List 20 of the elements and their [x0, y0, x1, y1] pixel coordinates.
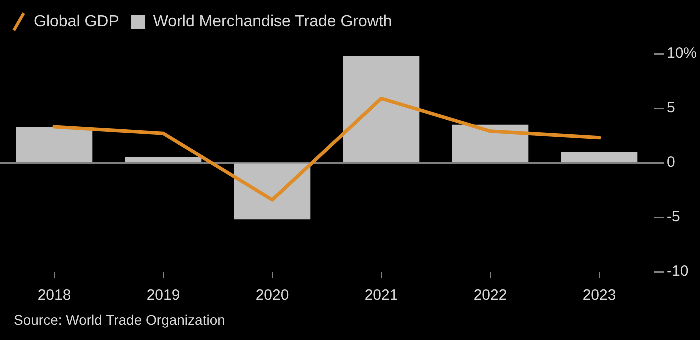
bar: [343, 56, 420, 162]
bar: [125, 158, 202, 162]
y-tick-label: -10: [667, 263, 689, 280]
x-tick-label: 2020: [256, 287, 290, 304]
bar: [234, 164, 311, 220]
x-tick-label: 2018: [38, 287, 72, 304]
x-tick-label: 2021: [364, 287, 398, 304]
bar: [16, 127, 93, 162]
y-tick-label: 5: [667, 100, 676, 117]
y-tick-label: 0: [667, 154, 676, 172]
legend-label: Global GDP: [34, 13, 120, 30]
bar: [452, 124, 529, 162]
x-tick-label: 2023: [582, 287, 616, 304]
x-tick-label: 2022: [474, 287, 508, 304]
source-note: Source: World Trade Organization: [14, 312, 226, 328]
legend-label: World Merchandise Trade Growth: [153, 13, 392, 30]
x-tick-label: 2019: [146, 287, 180, 304]
bar: [561, 152, 638, 162]
y-tick-label: -5: [667, 208, 680, 226]
y-tick-label: 10%: [667, 45, 698, 62]
